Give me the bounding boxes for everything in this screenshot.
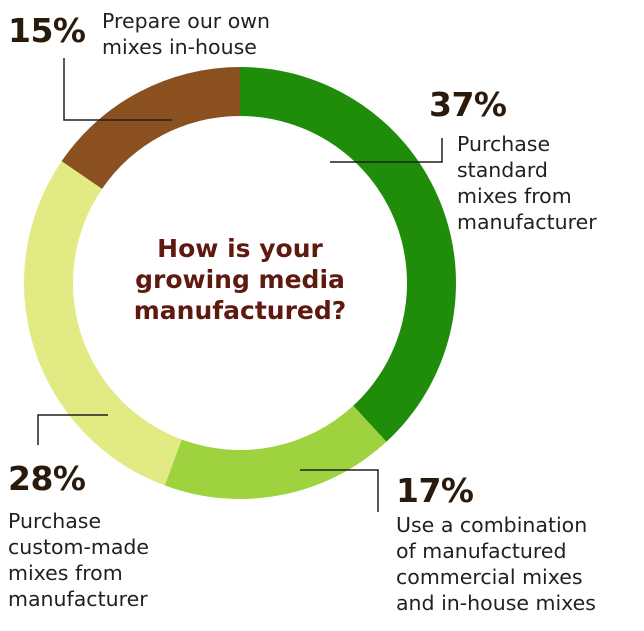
slice-label-purchase-standard: Purchase standard mixes from manufacture… xyxy=(457,132,597,234)
leader-line-combination xyxy=(300,469,379,512)
slice-value-custom-made: 28% xyxy=(8,459,86,498)
donut-slice-in-house xyxy=(61,67,240,189)
slice-label-combination: Use a combination of manufactured commer… xyxy=(396,513,596,615)
chart-title: How is your growing media manufactured? xyxy=(133,234,347,325)
leader-line-purchase-standard xyxy=(330,138,443,163)
donut-slice-purchase-standard xyxy=(240,67,457,442)
slice-value-purchase-standard: 37% xyxy=(429,85,507,124)
donut-slice-combination xyxy=(164,405,387,499)
slice-value-in-house: 15% xyxy=(8,11,86,50)
donut-slice-custom-made xyxy=(24,161,182,486)
slice-label-custom-made: Purchase custom-made mixes from manufact… xyxy=(8,509,150,611)
leader-line-in-house xyxy=(63,58,172,121)
slice-label-in-house: Prepare our own mixes in-house xyxy=(102,9,271,59)
slice-value-combination: 17% xyxy=(396,471,474,510)
leader-line-custom-made xyxy=(37,414,108,445)
